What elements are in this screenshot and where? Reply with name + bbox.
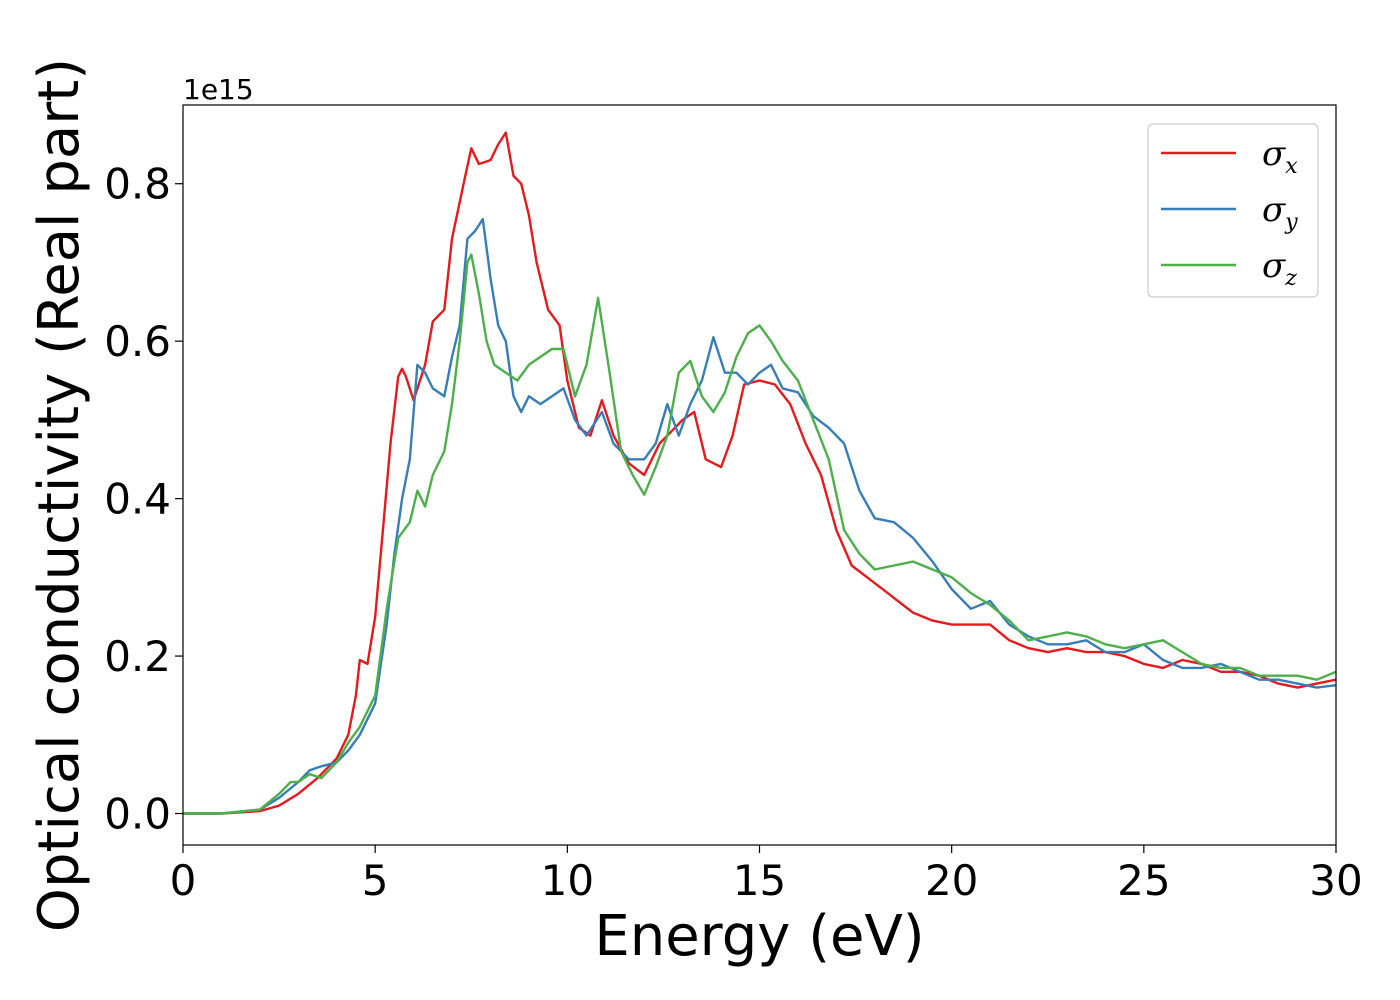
y-tick-label: 0.4 [104, 475, 171, 524]
x-tick-label: 30 [1309, 856, 1362, 905]
legend-label-x: σx [1262, 134, 1298, 179]
series-line-x [183, 131, 1336, 815]
x-tick-label: 5 [362, 856, 389, 905]
legend-label-y: σy [1262, 190, 1298, 235]
legend-symbol: σ [1262, 246, 1286, 286]
y-tick-label: 0.2 [104, 632, 171, 681]
y-tick-label: 0.0 [104, 790, 171, 839]
series-line-y [183, 217, 1336, 815]
x-tick-label: 10 [541, 856, 594, 905]
x-tick-label: 20 [925, 856, 978, 905]
y-axis-ticks: 0.0 0.2 0.4 0.6 0.8 [104, 160, 183, 839]
legend-label-z: σz [1262, 246, 1297, 291]
legend-subscript: z [1284, 266, 1297, 291]
legend-symbol: σ [1262, 134, 1286, 174]
x-tick-label: 0 [170, 856, 197, 905]
y-tick-label: 0.6 [104, 317, 171, 366]
series-line-z [183, 253, 1336, 815]
y-offset-label: 1e15 [183, 73, 254, 106]
legend-subscript: x [1285, 154, 1298, 179]
legend-subscript: y [1284, 210, 1298, 235]
y-tick-label: 0.8 [104, 160, 171, 209]
x-tick-label: 25 [1117, 856, 1170, 905]
legend-box [1147, 123, 1319, 298]
x-tick-label: 15 [733, 856, 786, 905]
legend-symbol: σ [1262, 190, 1286, 230]
series-layer [183, 131, 1336, 815]
x-axis-ticks: 0 5 10 15 20 25 30 [170, 845, 1363, 905]
y-axis-title: Optical conductivity (Real part) [27, 58, 92, 932]
x-axis-title: Energy (eV) [594, 904, 924, 969]
